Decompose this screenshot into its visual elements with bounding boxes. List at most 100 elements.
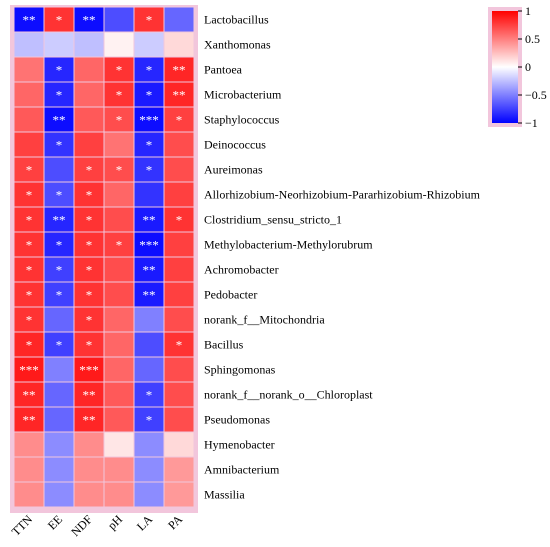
- heatmap-cell: [164, 57, 194, 82]
- heatmap-cell: [134, 382, 164, 407]
- significance-mark: **: [53, 213, 66, 228]
- significance-mark: ***: [139, 113, 159, 128]
- heatmap-cell: [104, 107, 134, 132]
- significance-mark: *: [86, 213, 93, 228]
- heatmap-cell: [74, 257, 104, 282]
- significance-mark: **: [53, 113, 66, 128]
- colorbar-tick-label: −1: [525, 116, 538, 130]
- heatmap-cell: [74, 482, 104, 507]
- significance-mark: *: [86, 338, 93, 353]
- heatmap-cell: [134, 457, 164, 482]
- heatmap-cell: [44, 432, 74, 457]
- heatmap-cell: [44, 232, 74, 257]
- significance-mark: *: [176, 338, 183, 353]
- significance-mark: *: [116, 238, 123, 253]
- heatmap-cell: [134, 7, 164, 32]
- colorbar-tick-label: 0.5: [525, 32, 540, 46]
- heatmap-cell: [14, 457, 44, 482]
- heatmap-cell: [134, 357, 164, 382]
- heatmap-cell: [104, 57, 134, 82]
- heatmap-cell: [44, 107, 74, 132]
- heatmap-cell: [14, 257, 44, 282]
- significance-mark: *: [86, 288, 93, 303]
- row-label: Hymenobacter: [204, 438, 275, 452]
- heatmap-cell: [44, 182, 74, 207]
- heatmap-cell: [164, 232, 194, 257]
- significance-mark: ***: [139, 238, 159, 253]
- heatmap-cell: [104, 432, 134, 457]
- heatmap-cell: [44, 307, 74, 332]
- heatmap-cell: [44, 482, 74, 507]
- heatmap-cell: [134, 307, 164, 332]
- heatmap-cell: [164, 207, 194, 232]
- heatmap-cell: [134, 157, 164, 182]
- significance-mark: *: [26, 263, 33, 278]
- heatmap-cell: [164, 157, 194, 182]
- row-label: Allorhizobium-Neorhizobium-Pararhizobium…: [204, 188, 481, 202]
- heatmap-cell: [104, 457, 134, 482]
- heatmap-cell: [104, 482, 134, 507]
- heatmap-cell: [74, 207, 104, 232]
- significance-mark: **: [23, 13, 36, 28]
- heatmap-cell: [44, 82, 74, 107]
- heatmap-cell: [14, 382, 44, 407]
- heatmap-cell: [44, 332, 74, 357]
- significance-mark: **: [143, 213, 156, 228]
- significance-mark: *: [56, 263, 63, 278]
- heatmap-cell: [104, 332, 134, 357]
- heatmap-cell: [104, 232, 134, 257]
- heatmap-cell: [104, 82, 134, 107]
- heatmap-cell: [14, 157, 44, 182]
- row-label: norank_f__norank_o__Chloroplast: [204, 388, 373, 402]
- heatmap-cell: [44, 357, 74, 382]
- significance-mark: *: [86, 163, 93, 178]
- heatmap-cell: [134, 82, 164, 107]
- heatmap-cell: [164, 332, 194, 357]
- heatmap-cell: [164, 457, 194, 482]
- significance-mark: *: [116, 163, 123, 178]
- significance-mark: **: [173, 63, 186, 78]
- row-label: Clostridium_sensu_stricto_1: [204, 213, 342, 227]
- column-label: EE: [45, 512, 65, 532]
- heatmap-cell: [74, 307, 104, 332]
- heatmap-cell: [104, 132, 134, 157]
- heatmap-cell: [134, 432, 164, 457]
- heatmap-cell: [44, 407, 74, 432]
- significance-mark: *: [146, 88, 153, 103]
- heatmap-cell: [14, 232, 44, 257]
- significance-mark: *: [26, 213, 33, 228]
- heatmap-cell: [134, 482, 164, 507]
- column-label: pH: [105, 512, 126, 533]
- row-label: Pseudomonas: [204, 413, 270, 427]
- row-label: Amnibacterium: [204, 463, 280, 477]
- row-label: Deinococcus: [204, 138, 266, 152]
- significance-mark: *: [56, 13, 63, 28]
- significance-mark: *: [176, 213, 183, 228]
- heatmap-cell: [104, 182, 134, 207]
- significance-mark: *: [26, 163, 33, 178]
- heatmap-cell: [104, 407, 134, 432]
- heatmap-cell: [74, 457, 104, 482]
- row-labels: Lactobacillus Xanthomonas Pantoea Microbact…: [204, 13, 481, 502]
- significance-mark: *: [56, 63, 63, 78]
- column-labels: TTN EE NDF pH LA PA: [9, 512, 186, 539]
- heatmap-cell: [74, 282, 104, 307]
- heatmap-cell: [134, 132, 164, 157]
- significance-mark: *: [146, 13, 153, 28]
- significance-mark: *: [56, 338, 63, 353]
- significance-mark: *: [146, 63, 153, 78]
- heatmap-cell: [164, 307, 194, 332]
- heatmap-cell: [104, 7, 134, 32]
- heatmap-cell: [44, 207, 74, 232]
- significance-mark: *: [86, 188, 93, 203]
- heatmap-cell: [74, 132, 104, 157]
- significance-mark: **: [23, 413, 36, 428]
- heatmap-cells: ** * ** ** * * *** * * **** * *** ** ** * * ** * ** ** * ** **…: [14, 7, 194, 507]
- heatmap-cell: [164, 382, 194, 407]
- significance-mark: *: [146, 138, 153, 153]
- significance-mark: *: [26, 288, 33, 303]
- heatmap-cell: [104, 207, 134, 232]
- significance-mark: *: [26, 338, 33, 353]
- heatmap-cell: [74, 232, 104, 257]
